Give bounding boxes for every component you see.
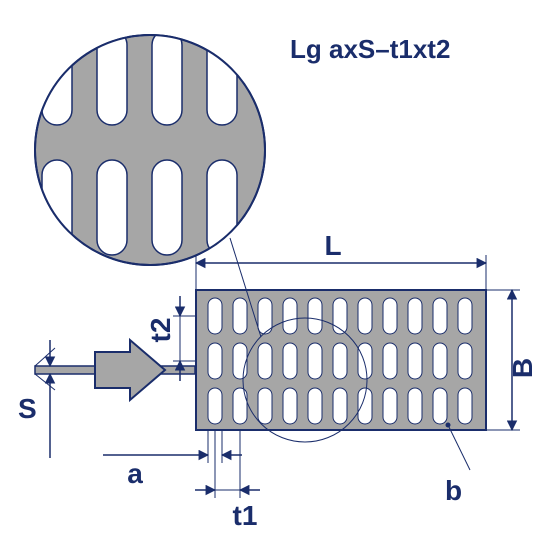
dim-a: a	[103, 430, 242, 489]
dim-S-label: S	[18, 393, 37, 424]
sheet-slot	[283, 343, 297, 379]
sheet-slot	[408, 298, 422, 334]
sheet-slot	[433, 343, 447, 379]
magnifier-slot	[97, 160, 127, 255]
sheet-slot	[208, 388, 222, 424]
sheet-slot	[408, 388, 422, 424]
sheet-slot	[383, 343, 397, 379]
sheet-slot	[283, 388, 297, 424]
sheet-slot	[308, 298, 322, 334]
sheet-slot	[433, 388, 447, 424]
sheet-slot	[333, 388, 347, 424]
magnifier-slot	[262, 30, 292, 125]
sheet-slot	[333, 343, 347, 379]
sheet-slot	[433, 298, 447, 334]
dim-S: S	[18, 340, 55, 458]
sheet-slot	[258, 343, 272, 379]
magnifier-slot	[152, 160, 182, 255]
sheet-slot	[208, 343, 222, 379]
magnifier-slot	[42, 270, 72, 365]
dim-B-label: B	[507, 358, 538, 378]
sheet-slot	[308, 388, 322, 424]
sheet-group	[196, 290, 486, 430]
sheet-slot	[458, 343, 472, 379]
sheet-slot	[458, 388, 472, 424]
sheet-slot	[408, 343, 422, 379]
sheet-slot	[258, 388, 272, 424]
magnifier-slot	[207, 30, 237, 125]
sheet-slot	[208, 298, 222, 334]
magnifier-slot	[262, 160, 292, 255]
sheet-slot	[308, 343, 322, 379]
sheet-slot	[458, 298, 472, 334]
dim-a-label: a	[127, 458, 143, 489]
diagram-title: Lg axS–t1xt2	[290, 34, 450, 65]
dim-t1: t1	[195, 430, 260, 531]
sheet-slot	[233, 298, 247, 334]
magnifier-slot	[42, 30, 72, 125]
dim-b-label: b	[445, 475, 462, 506]
sheet-slot	[383, 298, 397, 334]
sheet-slot	[358, 388, 372, 424]
magnifier-slot	[42, 160, 72, 255]
magnifier-slot	[97, 30, 127, 125]
sheet-slot	[283, 298, 297, 334]
sheet-slot	[383, 388, 397, 424]
dim-t2-label: t2	[145, 318, 176, 343]
magnifier-slot	[97, 270, 127, 365]
sheet-slot	[358, 343, 372, 379]
sheet-slot	[358, 298, 372, 334]
magnifier-slot	[152, 30, 182, 125]
dim-L-label: L	[324, 230, 341, 261]
dim-B: B	[486, 290, 538, 430]
magnifier-slot	[152, 270, 182, 365]
dim-b: b	[445, 423, 470, 507]
dim-L: L	[196, 230, 486, 290]
dim-t1-label: t1	[233, 500, 258, 531]
sheet-slot	[233, 343, 247, 379]
feed-arrow	[95, 340, 165, 400]
